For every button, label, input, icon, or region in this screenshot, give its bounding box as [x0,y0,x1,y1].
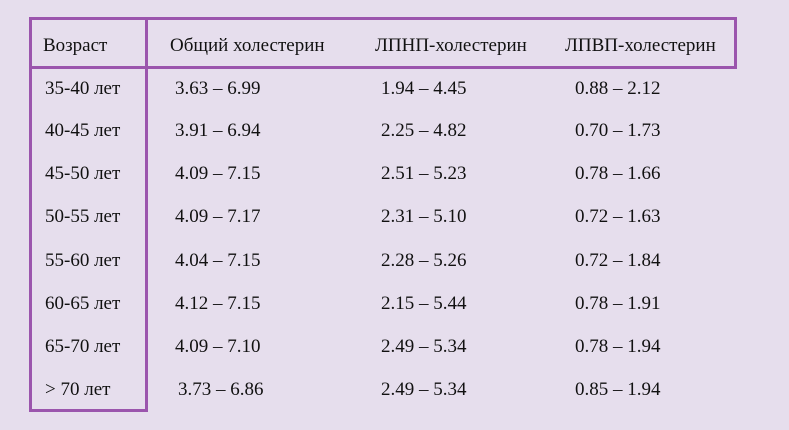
age-cell: 60-65 лет [45,293,121,314]
hdl-cell: 0.70 – 1.73 [575,120,661,141]
hdl-cell: 0.88 – 2.12 [575,78,661,99]
header-age: Возраст [43,35,108,56]
hdl-cell: 0.72 – 1.84 [575,250,661,271]
age-column-frame [29,17,148,412]
header-total-cholesterol: Общий холестерин [170,35,325,56]
ldl-cell: 2.49 – 5.34 [381,336,467,357]
total-cholesterol-cell: 3.91 – 6.94 [175,120,261,141]
ldl-cell: 2.28 – 5.26 [381,250,467,271]
age-cell: 55-60 лет [45,250,121,271]
age-cell: 50-55 лет [45,206,121,227]
ldl-cell: 2.25 – 4.82 [381,120,467,141]
header-hdl-cholesterol: ЛПВП-холестерин [565,35,716,56]
ldl-cell: 1.94 – 4.45 [381,78,467,99]
ldl-cell: 2.31 – 5.10 [381,206,467,227]
ldl-cell: 2.15 – 5.44 [381,293,467,314]
total-cholesterol-cell: 4.12 – 7.15 [175,293,261,314]
hdl-cell: 0.78 – 1.91 [575,293,661,314]
total-cholesterol-cell: 4.09 – 7.17 [175,206,261,227]
total-cholesterol-cell: 3.63 – 6.99 [175,78,261,99]
age-cell: 45-50 лет [45,163,121,184]
hdl-cell: 0.78 – 1.94 [575,336,661,357]
total-cholesterol-cell: 4.09 – 7.15 [175,163,261,184]
total-cholesterol-cell: 4.09 – 7.10 [175,336,261,357]
header-ldl-cholesterol: ЛПНП-холестерин [375,35,527,56]
hdl-cell: 0.72 – 1.63 [575,206,661,227]
ldl-cell: 2.49 – 5.34 [381,379,467,400]
age-cell: 35-40 лет [45,78,121,99]
total-cholesterol-cell: 3.73 – 6.86 [178,379,264,400]
hdl-cell: 0.78 – 1.66 [575,163,661,184]
age-cell: 65-70 лет [45,336,121,357]
hdl-cell: 0.85 – 1.94 [575,379,661,400]
total-cholesterol-cell: 4.04 – 7.15 [175,250,261,271]
age-cell: 40-45 лет [45,120,121,141]
age-cell: > 70 лет [45,379,111,400]
ldl-cell: 2.51 – 5.23 [381,163,467,184]
